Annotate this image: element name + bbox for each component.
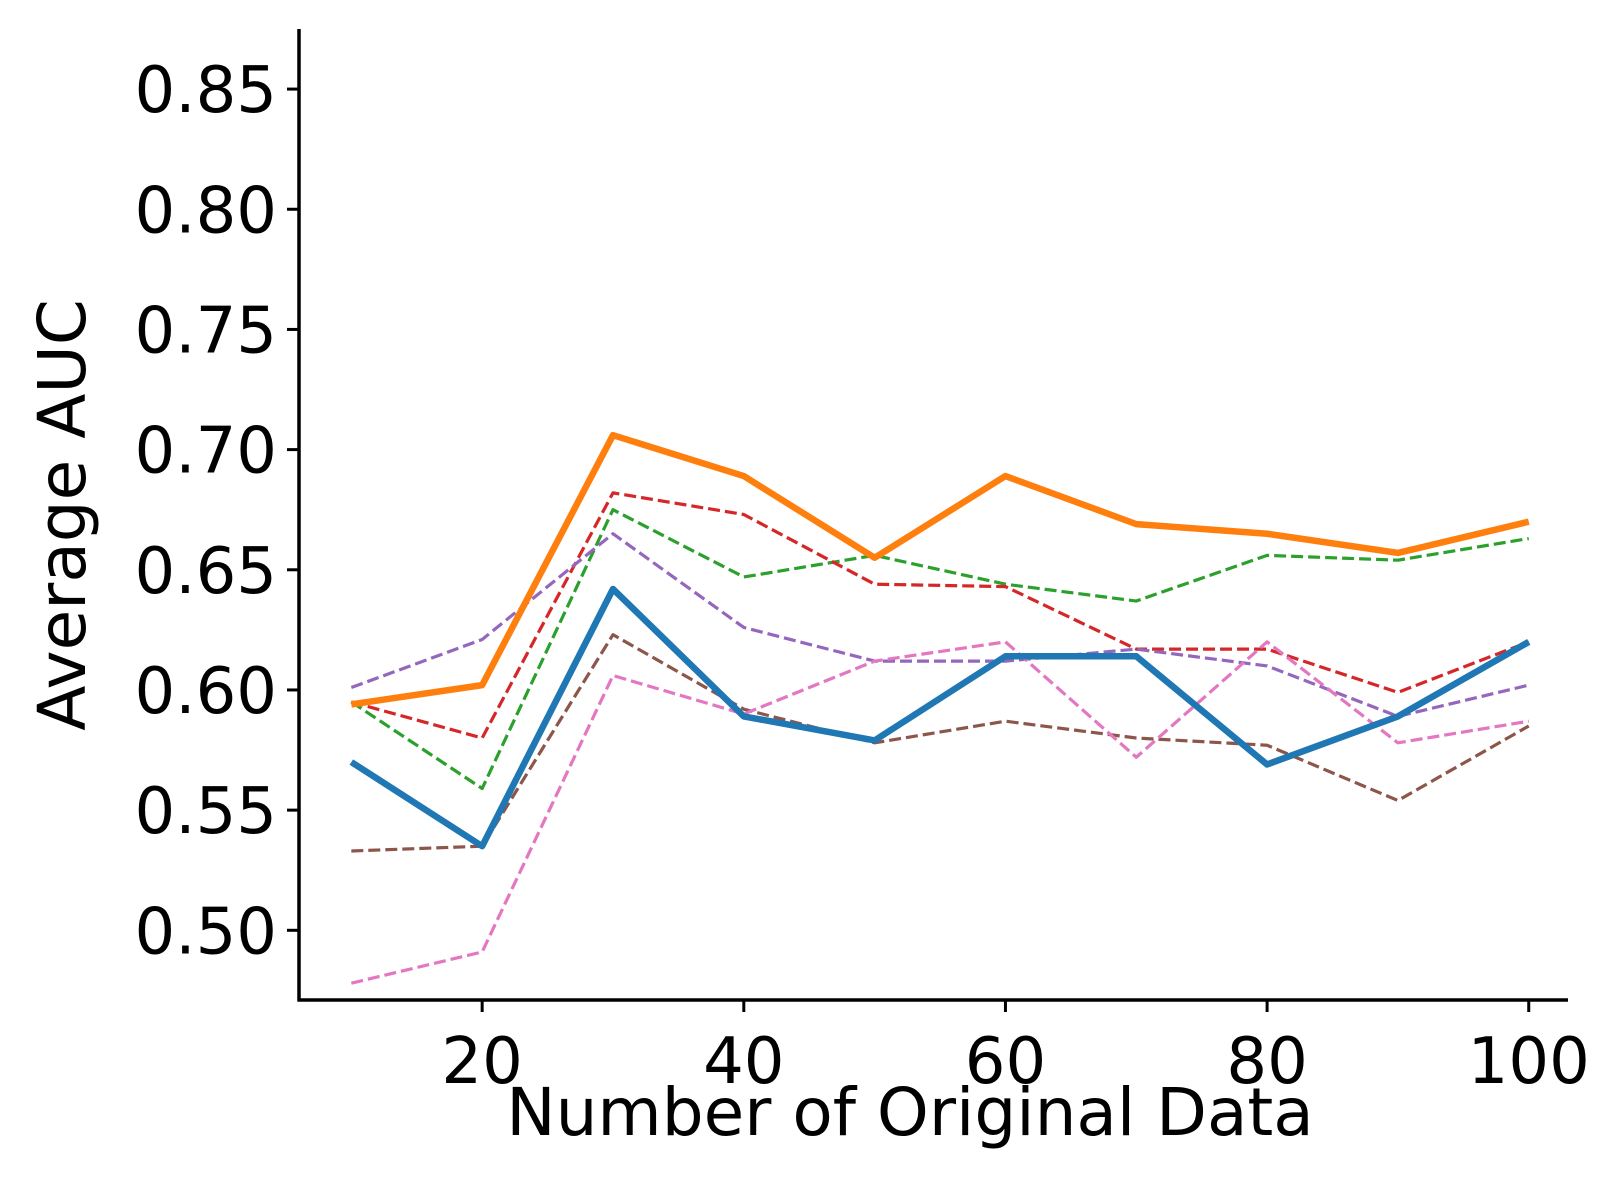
y-tick-label: 0.80: [135, 174, 278, 248]
x-tick-label: 60: [965, 1025, 1046, 1099]
axes-layer: [297, 29, 1568, 1002]
ticks-layer: 20 40 60 80 100 0.50 0.55 0.60 0.65 0.70 0.75 0.80 0…: [135, 54, 1590, 1099]
x-tick-label: 40: [703, 1025, 784, 1099]
series-line-1: [349, 585, 1531, 850]
y-tick-label: 0.85: [135, 54, 278, 128]
y-axis-title: Average AUC: [24, 299, 101, 731]
y-tick-label: 0.60: [135, 655, 278, 729]
x-tick-label: 100: [1468, 1025, 1590, 1099]
x-tick-label: 80: [1226, 1025, 1307, 1099]
y-tick-label: 0.65: [135, 535, 278, 609]
x-tick-label: 20: [441, 1025, 522, 1099]
series-line-7: [350, 640, 1530, 985]
series-line-2: [350, 431, 1530, 708]
y-tick-label: 0.75: [135, 294, 278, 368]
series-line-3: [350, 508, 1530, 791]
y-tick-label: 0.70: [135, 415, 278, 489]
series-layer: [349, 431, 1531, 985]
y-tick-label: 0.50: [135, 895, 278, 969]
x-axis-title: Number of Original Data: [506, 1074, 1314, 1151]
y-tick-label: 0.55: [135, 775, 278, 849]
series-line-5: [350, 532, 1530, 718]
series-line-6: [351, 633, 1530, 853]
series-line-4: [350, 491, 1530, 740]
